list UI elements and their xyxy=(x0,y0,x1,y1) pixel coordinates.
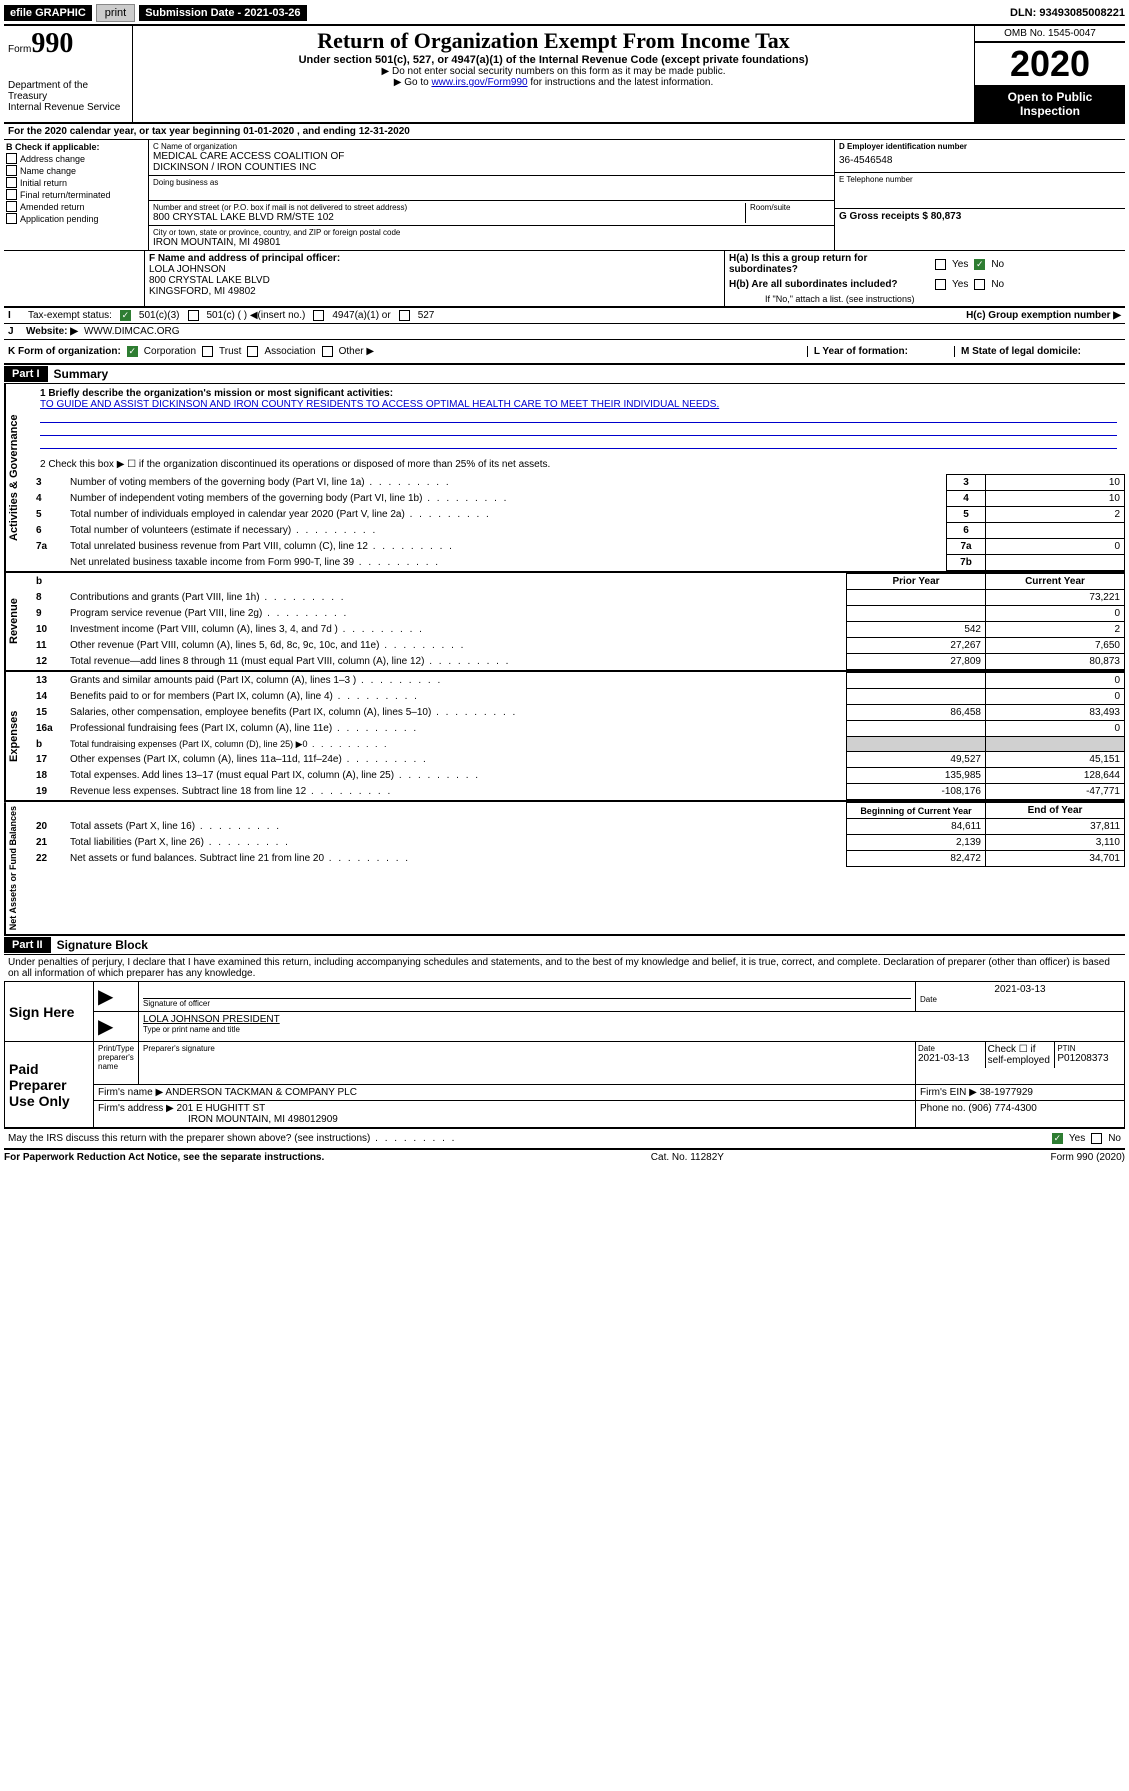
meta-area: B Check if applicable: Address changeNam… xyxy=(4,140,1125,251)
box-right: D Employer identification number 36-4546… xyxy=(834,140,1125,250)
ha-yes-checkbox[interactable] xyxy=(935,259,946,270)
top-bar: efile GRAPHIC print Submission Date - 20… xyxy=(4,4,1125,22)
tax-period: For the 2020 calendar year, or tax year … xyxy=(4,124,1125,140)
discuss-no-checkbox[interactable] xyxy=(1091,1133,1102,1144)
checkbox[interactable] xyxy=(6,213,17,224)
527-checkbox[interactable] xyxy=(399,310,410,321)
omb-number: OMB No. 1545-0047 xyxy=(975,26,1125,42)
form-sub3: ▶ Go to www.irs.gov/Form990 for instruct… xyxy=(137,77,970,88)
discuss-yes-checkbox[interactable]: ✓ xyxy=(1052,1133,1063,1144)
net-assets-section: Net Assets or Fund Balances Beginning of… xyxy=(4,800,1125,936)
box-c: C Name of organization MEDICAL CARE ACCE… xyxy=(149,140,834,250)
irs-link[interactable]: www.irs.gov/Form990 xyxy=(431,77,527,88)
ha-no-checkbox[interactable]: ✓ xyxy=(974,259,985,270)
box-f: F Name and address of principal officer:… xyxy=(144,251,725,306)
corp-checkbox[interactable]: ✓ xyxy=(127,346,138,357)
box-k: K Form of organization: ✓Corporation Tru… xyxy=(4,340,1125,365)
4947-checkbox[interactable] xyxy=(313,310,324,321)
form-sub1: Under section 501(c), 527, or 4947(a)(1)… xyxy=(137,54,970,66)
box-g: G Gross receipts $ 80,873 xyxy=(835,209,1125,224)
box-e: E Telephone number xyxy=(835,173,1125,209)
revenue-table: b Prior Year Current Year 8Contributions… xyxy=(32,573,1125,670)
box-h: H(a) Is this a group return for subordin… xyxy=(725,251,1125,306)
part1-header: Part I Summary xyxy=(4,365,1125,384)
trust-checkbox[interactable] xyxy=(202,346,213,357)
tax-year: 2020 xyxy=(975,42,1125,86)
expenses-section: Expenses 13Grants and similar amounts pa… xyxy=(4,670,1125,800)
form-title: Return of Organization Exempt From Incom… xyxy=(137,28,970,54)
box-d: D Employer identification number 36-4546… xyxy=(835,140,1125,173)
irs-label: Internal Revenue Service xyxy=(8,102,128,113)
discuss-row: May the IRS discuss this return with the… xyxy=(4,1128,1125,1148)
sign-here-label: Sign Here xyxy=(5,982,94,1042)
hb-no-checkbox[interactable] xyxy=(974,279,985,290)
form-label: Form xyxy=(8,44,31,55)
box-j: J Website: ▶ WWW.DIMCAC.ORG xyxy=(4,324,1125,340)
part1-body: Activities & Governance 1 Briefly descri… xyxy=(4,384,1125,571)
box-i: I Tax-exempt status: ✓501(c)(3) 501(c) (… xyxy=(4,307,1125,324)
box-b: B Check if applicable: Address changeNam… xyxy=(4,140,149,250)
checkbox[interactable] xyxy=(6,153,17,164)
open-inspection: Open to Public Inspection xyxy=(975,86,1125,122)
print-button[interactable]: print xyxy=(96,4,135,22)
dln: DLN: 93493085008221 xyxy=(1010,7,1125,19)
revenue-section: Revenue b Prior Year Current Year 8Contr… xyxy=(4,571,1125,670)
submission-date: Submission Date - 2021-03-26 xyxy=(139,5,306,21)
signature-area: Sign Here ▶ Signature of officer 2021-03… xyxy=(4,981,1125,1128)
assoc-checkbox[interactable] xyxy=(247,346,258,357)
hb-yes-checkbox[interactable] xyxy=(935,279,946,290)
501c-checkbox[interactable] xyxy=(188,310,199,321)
checkbox[interactable] xyxy=(6,189,17,200)
summary-table-a: 3Number of voting members of the governi… xyxy=(32,474,1125,571)
net-table: Beginning of Current Year End of Year 20… xyxy=(32,802,1125,867)
checkbox[interactable] xyxy=(6,165,17,176)
checkbox[interactable] xyxy=(6,177,17,188)
part2-header: Part II Signature Block xyxy=(4,936,1125,955)
501c3-checkbox[interactable]: ✓ xyxy=(120,310,131,321)
form-header: Form990 Department of the Treasury Inter… xyxy=(4,24,1125,124)
website-link[interactable]: WWW.DIMCAC.ORG xyxy=(84,326,180,337)
other-checkbox[interactable] xyxy=(322,346,333,357)
footer: For Paperwork Reduction Act Notice, see … xyxy=(4,1148,1125,1165)
f-h-row: F Name and address of principal officer:… xyxy=(4,251,1125,307)
checkbox[interactable] xyxy=(6,201,17,212)
efile-label: efile GRAPHIC xyxy=(4,5,92,21)
dept-treasury: Department of the Treasury xyxy=(8,80,128,102)
declaration: Under penalties of perjury, I declare th… xyxy=(4,955,1125,981)
side-activities: Activities & Governance xyxy=(4,384,22,571)
form-number: 990 xyxy=(31,28,73,59)
paid-preparer-label: Paid Preparer Use Only xyxy=(5,1042,94,1128)
expenses-table: 13Grants and similar amounts paid (Part … xyxy=(32,672,1125,800)
form-sub2: ▶ Do not enter social security numbers o… xyxy=(137,66,970,77)
mission-text: TO GUIDE AND ASSIST DICKINSON AND IRON C… xyxy=(40,399,1117,410)
